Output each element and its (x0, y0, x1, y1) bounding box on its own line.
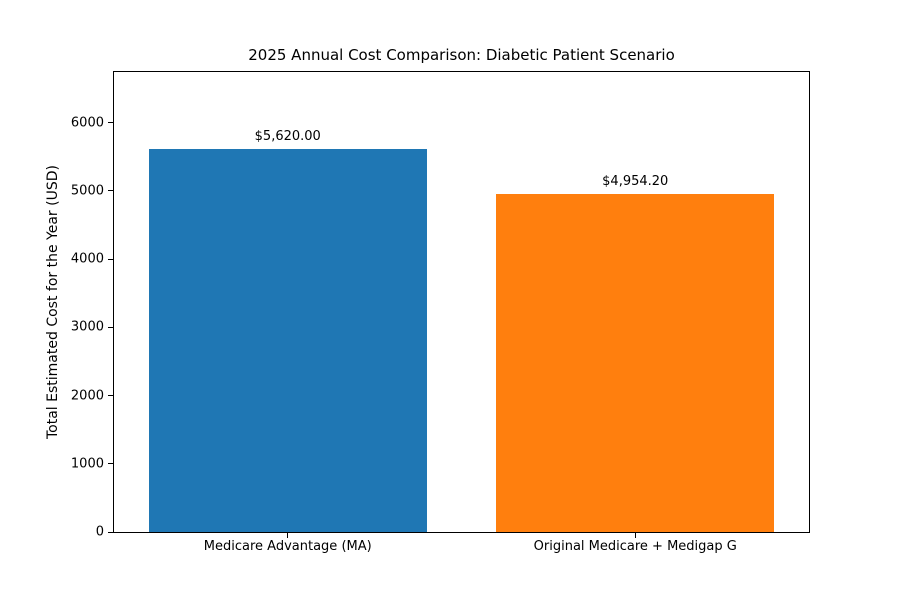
y-tick-mark (108, 122, 113, 124)
y-tick-label: 3000 (70, 319, 104, 335)
bar-value-label: $4,954.20 (602, 174, 669, 190)
y-tick-mark (108, 395, 113, 397)
y-tick-mark (108, 190, 113, 192)
bar-value-label: $5,620.00 (254, 128, 321, 144)
axes: 0 1000 2000 3000 4000 5000 6000 $5,620.00 Medica… (71, 71, 810, 554)
bar-medicare-advantage (148, 148, 427, 532)
y-tick-label: 0 (95, 524, 104, 540)
y-tick-mark (108, 258, 113, 260)
y-axis-label: Total Estimated Cost for the Year (USD) (45, 165, 61, 439)
x-tick-label: Medicare Advantage (MA) (203, 539, 372, 554)
bar-original-medicare-medigap-g (496, 194, 775, 532)
y-tick-label: 6000 (70, 115, 104, 131)
y-tick-mark (108, 463, 113, 465)
chart-title: 2025 Annual Cost Comparison: Diabetic Pa… (248, 46, 675, 64)
y-tick-label: 1000 (70, 456, 104, 472)
y-tick-mark (108, 326, 113, 328)
y-tick-label: 4000 (70, 251, 104, 267)
y-tick-mark (108, 531, 113, 533)
y-tick-label: 5000 (70, 183, 104, 199)
x-tick-label: Original Medicare + Medigap G (533, 539, 737, 554)
y-tick-label: 2000 (70, 388, 104, 404)
x-tick-mark (634, 533, 636, 538)
x-tick-mark (287, 533, 289, 538)
